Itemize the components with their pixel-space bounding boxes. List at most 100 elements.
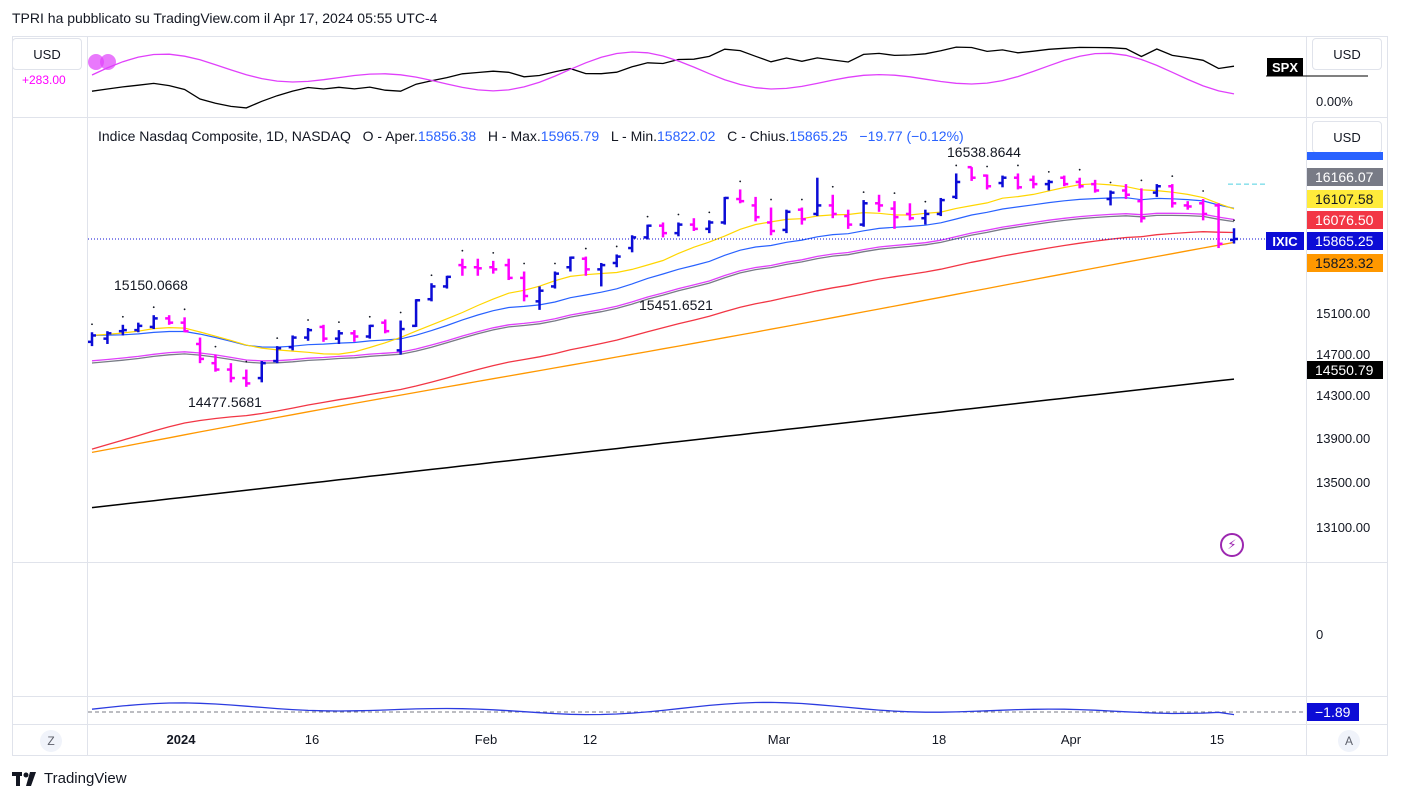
x-label-15: 15 [1209,732,1225,747]
compare-marker-1 [88,54,104,70]
axis-separator [13,724,1388,725]
price-badge-orange: 15823.32 [1307,254,1383,272]
pivot-dot-52 [893,192,896,195]
pivot-dot-72 [1202,190,1205,192]
left-currency-button[interactable]: USD [12,38,82,70]
compare-left-value: +283.00 [22,74,66,86]
x-label-2024: 2024 [166,732,196,747]
pivot-dot-44 [770,198,772,201]
legend-close-value: 15865.25 [789,128,848,144]
pivot-dot-36 [646,215,649,218]
ema20-line [91,197,1235,348]
x-label-feb: Feb [474,732,498,747]
x-label-12: 12 [582,732,598,747]
pivot-dot-12 [276,337,279,340]
pivot-dot-0 [91,323,93,326]
timezone-button[interactable]: Z [40,730,62,752]
price-badge-gray: 16166.07 [1307,168,1383,186]
price-tick-15100: 15100.00 [1316,306,1371,321]
pivot-dot-74 [1233,219,1235,222]
price-badge-red: 16076.50 [1307,211,1383,229]
relative-strength-line [91,51,1235,95]
pivot-dot-50 [862,191,865,193]
legend-change: −19.77 (−0.12%) [859,128,964,144]
pivot-dot-34 [615,245,618,248]
pivot-dot-6 [183,308,186,311]
pivot-dot-66 [1109,181,1112,184]
pivot-dot-56 [955,164,958,167]
price-tick-13100: 13100.00 [1316,520,1371,535]
pivot-dot-4 [152,306,155,309]
annotation-high-jan: 15150.0668 [114,277,188,293]
pivot-dot-22 [430,274,433,277]
price-tick-14700: 14700.00 [1316,347,1371,362]
ema200-line [91,378,1235,509]
legend-high-label: H - Max. [487,128,541,144]
lightning-icon[interactable]: ⚡ [1220,533,1244,557]
price-tick-13900: 13900.00 [1316,431,1371,446]
tradingview-logo-icon [12,771,36,786]
compare-currency-button[interactable]: USD [1312,38,1382,70]
pivot-dot-54 [924,200,927,203]
legend-close-label: C - Chius. [727,128,790,144]
annotation-low-jan: 14477.5681 [188,394,262,410]
pivot-dot-30 [554,262,556,265]
pivot-dot-40 [708,211,711,214]
legend-open-label: O - Aper. [362,128,418,144]
pivot-dot-2 [121,315,124,318]
legend-open-value: 15856.38 [417,128,477,144]
pivot-dot-20 [399,311,402,314]
band-upper-line [91,212,1235,362]
band-lower-line [91,214,1235,364]
osc-tick-zero: 0 [1316,627,1324,642]
legend-symbol-name: Indice Nasdaq Composite, 1D, NASDAQ [98,128,351,144]
x-label-apr: Apr [1060,732,1082,747]
ema50-line [91,231,1235,450]
x-label-18: 18 [931,732,947,747]
pivot-dot-42 [739,180,742,183]
annotation-pullback-feb: 15451.6521 [639,297,713,313]
chart-frame [12,36,1388,756]
pivot-dot-24 [461,249,464,252]
price-tick-14300: 14300.00 [1316,388,1371,403]
annotation-high-mar: 16538.8644 [947,144,1021,160]
publish-header: TPRI ha pubblicato su TradingView.com il… [12,10,438,26]
left-scale-divider [87,37,88,755]
pivot-dot-28 [523,262,526,265]
footer-brand-text: TradingView [44,770,127,787]
compare-marker-2 [100,54,116,70]
price-badge-last: 15865.25 [1307,232,1383,250]
price-badge-yellow: 16107.58 [1307,190,1383,208]
pivot-dot-70 [1171,175,1174,178]
oscillator-line [91,701,1235,716]
pivot-dot-10 [245,360,248,363]
pivot-dot-18 [368,315,371,318]
ema20-badge-clipped [1307,152,1383,160]
ema100-line [91,241,1235,454]
compare-scale-label: 0.00% [1316,94,1353,109]
tradingview-logo: TradingView [12,770,127,787]
pivot-dot-62 [1047,170,1050,173]
spx-symbol-badge: SPX [1267,58,1303,76]
pivot-dot-16 [338,321,340,324]
sma10-line [91,183,1235,355]
legend-low-label: L - Min. [610,128,658,144]
pivot-dot-64 [1078,168,1081,171]
right-scale-divider [1306,37,1307,755]
pivot-dot-32 [584,247,587,250]
auto-scale-button[interactable]: A [1338,730,1360,752]
price-badge-black: 14550.79 [1307,361,1383,379]
ixic-symbol-badge: IXIC [1266,232,1304,250]
pivot-dot-58 [986,165,988,168]
legend-low-value: 15822.02 [657,128,716,144]
pane-separator-2 [13,562,1388,563]
pivot-dot-14 [307,319,309,321]
spx-compare-line [91,46,1235,109]
osc-value-badge: −1.89 [1307,703,1359,721]
pivot-dot-60 [1017,164,1019,167]
main-currency-button[interactable]: USD [1312,121,1382,153]
price-tick-13500: 13500.00 [1316,475,1371,490]
x-label-16: 16 [304,732,320,747]
pivot-dot-46 [800,198,803,201]
